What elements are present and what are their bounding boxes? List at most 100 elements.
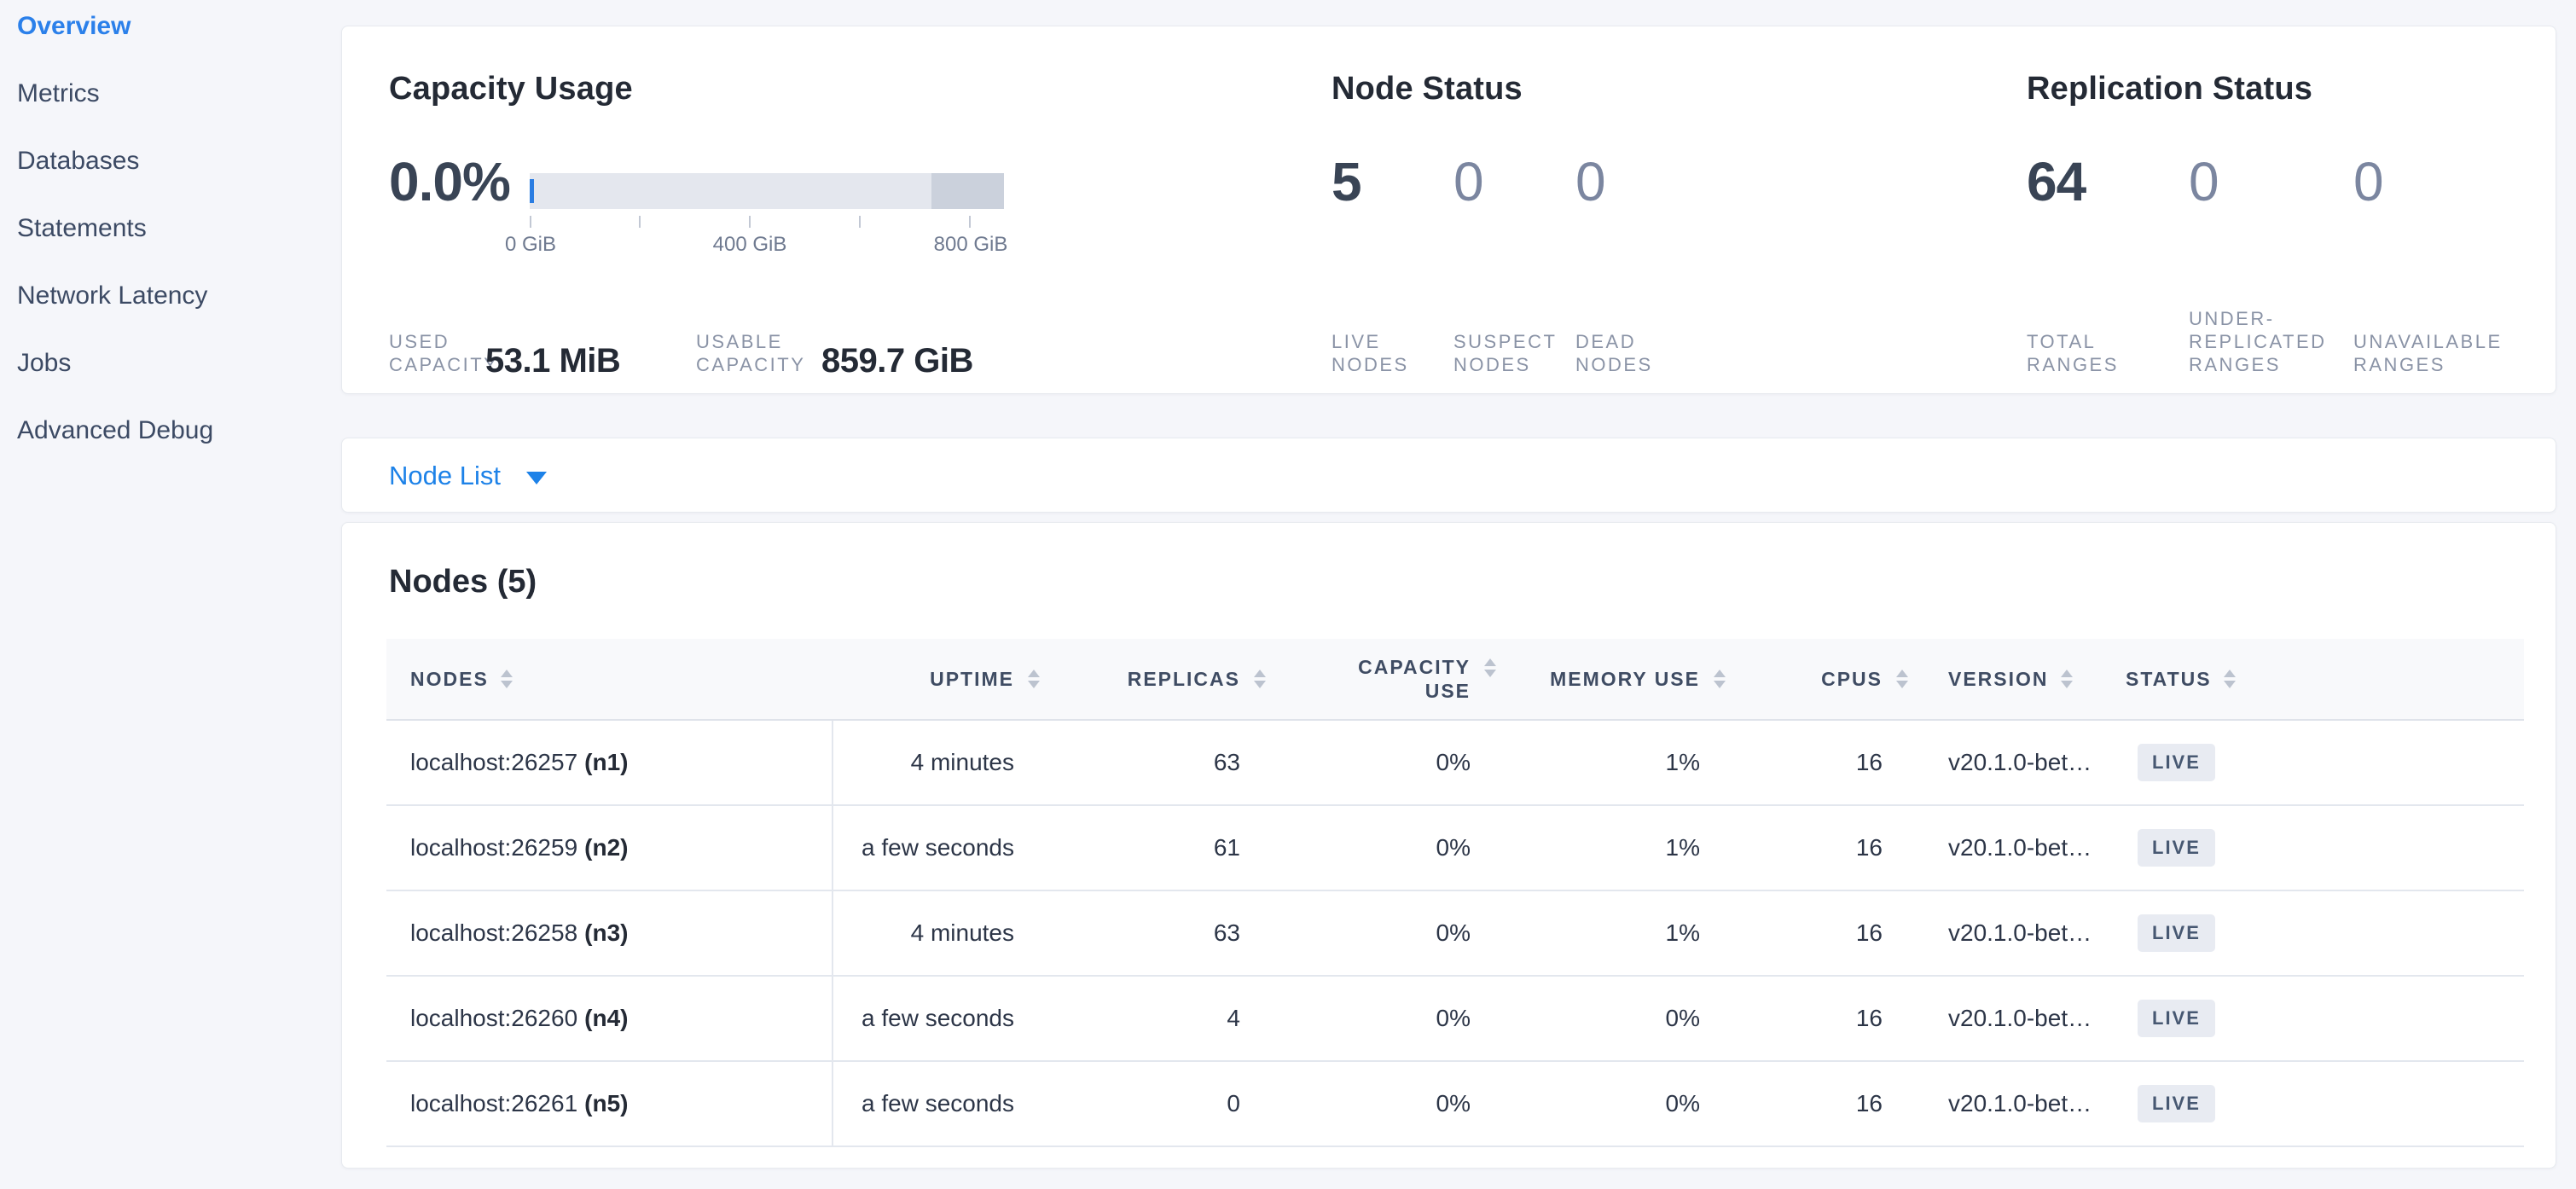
capacity-use-cell: 0% bbox=[1436, 919, 1471, 946]
column-header-label: MEMORY USE bbox=[1550, 667, 1700, 690]
capacity-bar-used-segment bbox=[530, 179, 534, 203]
sort-icon bbox=[1484, 658, 1496, 677]
version-cell: v20.1.0-bet… bbox=[1948, 1090, 2092, 1116]
status-badge: LIVE bbox=[2138, 914, 2215, 952]
column-header-version[interactable]: VERSION bbox=[1903, 639, 2126, 719]
nodes-table-heading: Nodes (5) bbox=[389, 564, 537, 600]
memory-use-cell: 1% bbox=[1665, 749, 1700, 775]
sort-icon bbox=[1896, 670, 1908, 688]
table-row: localhost:26257 (n1) 4 minutes 63 0% 1% 1… bbox=[386, 721, 2524, 806]
node-address: localhost:26259 bbox=[410, 834, 578, 861]
memory-use-cell: 0% bbox=[1665, 1005, 1700, 1031]
column-header-memory-use[interactable]: MEMORY USE bbox=[1491, 639, 1726, 719]
version-cell: v20.1.0-bet… bbox=[1948, 834, 2092, 861]
node-name-cell: localhost:26260 (n4) bbox=[386, 977, 833, 1060]
memory-use-cell: 0% bbox=[1665, 1090, 1700, 1116]
status-badge: LIVE bbox=[2138, 829, 2215, 867]
replicas-cell: 63 bbox=[1213, 749, 1240, 775]
sidebar-item-advanced-debug[interactable]: Advanced Debug bbox=[17, 415, 214, 444]
column-header-label: REPLICAS bbox=[1127, 667, 1240, 690]
cluster-summary-card: Capacity Usage 0.0% 0 GiB 400 GiB 800 Gi… bbox=[341, 26, 2556, 394]
axis-tick-label: 400 GiB bbox=[712, 233, 787, 256]
status-cell: LIVE bbox=[2126, 806, 2524, 890]
node-list-dropdown-label: Node List bbox=[389, 461, 501, 490]
sidebar-item-databases[interactable]: Databases bbox=[17, 146, 140, 175]
sidebar-nav: Overview Metrics Databases Statements Ne… bbox=[0, 0, 341, 464]
node-name-cell: localhost:26259 (n2) bbox=[386, 806, 833, 890]
sidebar-item-metrics[interactable]: Metrics bbox=[17, 78, 100, 107]
node-name-cell: localhost:26257 (n1) bbox=[386, 721, 833, 804]
cpus-cell: 16 bbox=[1855, 749, 1883, 775]
column-header-label: STATUS bbox=[2126, 667, 2212, 690]
uptime-cell: a few seconds bbox=[862, 1090, 1014, 1116]
axis-tick bbox=[639, 216, 641, 228]
column-header-cpus[interactable]: CPUS bbox=[1720, 639, 1908, 719]
axis-tick-label: 0 GiB bbox=[504, 233, 557, 256]
column-header-nodes[interactable]: NODES bbox=[386, 639, 833, 719]
dead-nodes-count: 0 bbox=[1575, 151, 1606, 212]
total-ranges-label: TOTAL RANGES bbox=[2027, 331, 2119, 375]
usable-capacity-label: USABLE CAPACITY bbox=[696, 331, 806, 375]
uptime-cell: a few seconds bbox=[862, 1005, 1014, 1031]
usable-capacity-value: 859.7 GiB bbox=[821, 342, 973, 380]
version-cell: v20.1.0-bet… bbox=[1948, 919, 2092, 946]
capacity-bar-available-segment bbox=[530, 173, 1004, 209]
node-address: localhost:26261 bbox=[410, 1090, 578, 1116]
total-ranges-count: 64 bbox=[2027, 151, 2086, 212]
node-status-title: Node Status bbox=[1332, 71, 1523, 107]
sort-icon bbox=[1254, 670, 1266, 688]
table-row: localhost:26259 (n2) a few seconds 61 0% … bbox=[386, 806, 2524, 891]
sidebar-item-network-latency[interactable]: Network Latency bbox=[17, 281, 208, 310]
axis-tick bbox=[859, 216, 861, 228]
node-address: localhost:26257 bbox=[410, 749, 578, 775]
node-id: (n1) bbox=[584, 749, 629, 775]
axis-tick-label: 800 GiB bbox=[933, 233, 1008, 256]
sort-icon bbox=[1714, 670, 1726, 688]
sort-icon bbox=[1028, 670, 1040, 688]
status-cell: LIVE bbox=[2126, 721, 2524, 804]
suspect-nodes-count: 0 bbox=[1453, 151, 1484, 212]
capacity-percent-value: 0.0% bbox=[389, 151, 511, 212]
capacity-bar-other-segment bbox=[931, 173, 1004, 209]
memory-use-cell: 1% bbox=[1665, 834, 1700, 861]
capacity-use-cell: 0% bbox=[1436, 1090, 1471, 1116]
sort-icon bbox=[2223, 670, 2236, 688]
unavailable-ranges-count: 0 bbox=[2353, 151, 2384, 212]
replicas-cell: 0 bbox=[1227, 1090, 1240, 1116]
column-header-uptime[interactable]: UPTIME bbox=[833, 639, 1040, 719]
sidebar: Overview Metrics Databases Statements Ne… bbox=[0, 0, 341, 1189]
node-list-dropdown[interactable]: Node List bbox=[389, 438, 547, 513]
column-header-label: UPTIME bbox=[930, 667, 1014, 690]
table-row: localhost:26260 (n4) a few seconds 4 0% 0… bbox=[386, 977, 2524, 1062]
status-badge: LIVE bbox=[2138, 1000, 2215, 1037]
nodes-table-card: Nodes (5) NODES UPTIME REPLICAS CAPACITY… bbox=[341, 522, 2556, 1169]
under-replicated-ranges-label: UNDER- REPLICATED RANGES bbox=[2189, 308, 2327, 375]
column-header-label: NODES bbox=[410, 667, 489, 690]
column-header-replicas[interactable]: REPLICAS bbox=[1035, 639, 1266, 719]
chevron-down-icon bbox=[525, 471, 547, 484]
node-list-bar: Node List bbox=[341, 438, 2556, 513]
column-header-label: CAPACITY USE bbox=[1358, 656, 1471, 702]
node-id: (n2) bbox=[584, 834, 629, 861]
sidebar-item-overview[interactable]: Overview bbox=[17, 11, 131, 40]
unavailable-ranges-label: UNAVAILABLE RANGES bbox=[2353, 331, 2503, 375]
nodes-table-body: localhost:26257 (n1) 4 minutes 63 0% 1% 1… bbox=[386, 721, 2524, 1147]
node-address: localhost:26260 bbox=[410, 1005, 578, 1031]
under-replicated-ranges-count: 0 bbox=[2189, 151, 2219, 212]
axis-tick bbox=[969, 216, 971, 228]
sidebar-item-statements[interactable]: Statements bbox=[17, 213, 147, 242]
replication-status-title: Replication Status bbox=[2027, 71, 2313, 107]
sidebar-item-jobs[interactable]: Jobs bbox=[17, 348, 72, 377]
column-header-capacity-use[interactable]: CAPACITY USE bbox=[1261, 639, 1496, 719]
used-capacity-value: 53.1 MiB bbox=[485, 342, 621, 380]
node-address: localhost:26258 bbox=[410, 919, 578, 946]
suspect-nodes-label: SUSPECT NODES bbox=[1453, 331, 1558, 375]
capacity-use-cell: 0% bbox=[1436, 834, 1471, 861]
capacity-use-cell: 0% bbox=[1436, 1005, 1471, 1031]
axis-tick bbox=[749, 216, 751, 228]
nodes-table: NODES UPTIME REPLICAS CAPACITY USE MEMOR… bbox=[386, 639, 2524, 1147]
status-cell: LIVE bbox=[2126, 1062, 2524, 1146]
column-header-status[interactable]: STATUS bbox=[2126, 639, 2524, 719]
dead-nodes-label: DEAD NODES bbox=[1575, 331, 1653, 375]
